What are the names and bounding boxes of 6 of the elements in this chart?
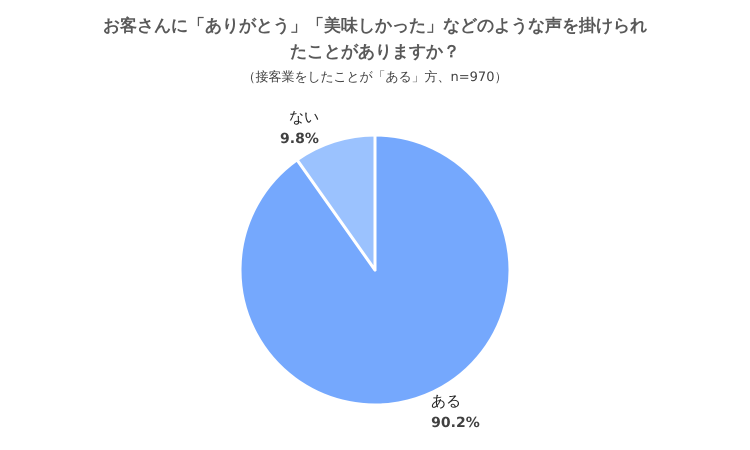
data-label: 9.8% (280, 131, 319, 148)
chart-subtitle: （接客業をしたことが「ある」方、n=970） (242, 69, 508, 85)
data-label: 90.2% (431, 414, 480, 431)
slice-label: ある (431, 392, 462, 410)
chart-title: お客さんに「ありがとう」「美味しかった」などのような声を掛けられたことがありますか？ (103, 16, 647, 62)
slice-label: ない (288, 108, 319, 126)
